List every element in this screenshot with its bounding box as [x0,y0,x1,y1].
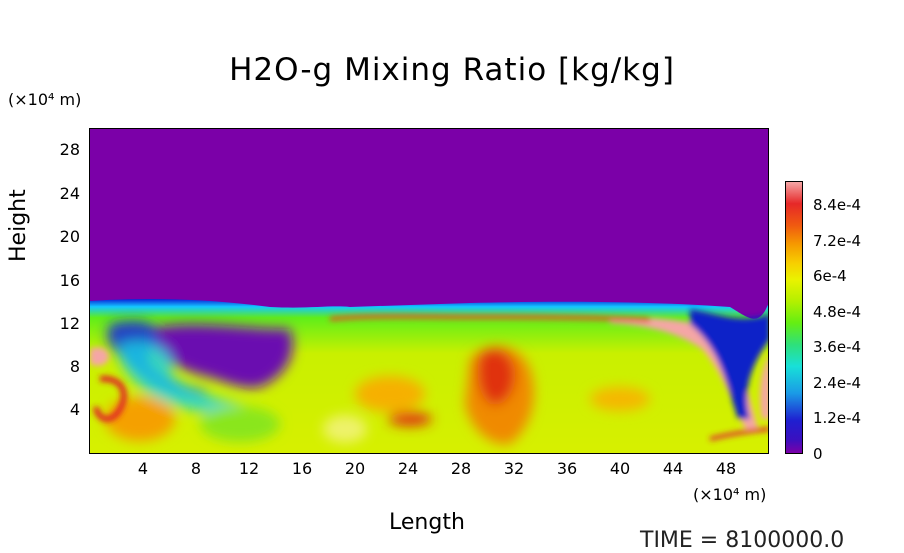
x-tick-label: 8 [190,459,202,478]
x-tick-label: 20 [344,459,366,478]
cyan-band [118,341,260,416]
red-blob-1 [388,412,432,426]
x-tick-label: 32 [503,459,525,478]
left-red-swirl [93,375,127,422]
left-pink [90,347,109,366]
colorbar-tick-label: 7.2e-4 [813,232,862,250]
colorbar-tick-label: 3.6e-4 [813,338,862,356]
x-tick-label: 40 [609,459,631,478]
x-tick-label: 24 [397,459,419,478]
heatmap-field [90,129,768,453]
red-core [477,349,516,405]
y-tick-label: 8 [69,357,80,376]
x-tick-label: 44 [662,459,684,478]
y-tick-label: 24 [59,184,80,203]
x-tick-label: 48 [715,459,737,478]
blue-downdraft [690,309,768,419]
x-tick-label: 16 [291,459,313,478]
right-pink [760,357,768,419]
colorbar-tick-label: 8.4e-4 [813,196,862,214]
greenish-patch [200,406,280,442]
y-tick-label: 4 [69,400,80,419]
chart-title: H2O-g Mixing Ratio [kg/kg] [229,52,675,88]
blue-band [107,320,210,395]
top-red-edge [329,314,651,322]
y-axis-unit: (×10⁴ m) [8,90,82,109]
colorbar-tick-label: 6e-4 [813,267,847,285]
y-tick-label: 12 [59,314,80,333]
colorbar-tick-label: 2.4e-4 [813,374,862,392]
pale-patch [323,415,367,443]
orange-blob-3 [590,387,650,411]
colorbar-tick-label: 4.8e-4 [813,303,862,321]
x-tick-label: 36 [556,459,578,478]
bottom-red-edge [709,427,768,441]
y-tick-label: 16 [59,271,80,290]
heatmap-plot-area [89,128,769,454]
colorbar-tick-label: 1.2e-4 [813,409,862,427]
colorbar-tick-label: 0 [813,445,823,463]
x-tick-label: 4 [137,459,149,478]
x-axis-unit: (×10⁴ m) [693,485,767,504]
y-tick-label: 20 [59,227,80,246]
colorbar [785,181,803,454]
y-tick-label: 28 [59,140,80,159]
x-tick-label: 28 [450,459,472,478]
x-axis-label: Length [389,510,465,535]
orange-blob-1 [355,376,425,412]
x-tick-label: 12 [238,459,260,478]
time-label: TIME = 8100000.0 [640,528,845,553]
dry-intrusion [150,324,293,388]
